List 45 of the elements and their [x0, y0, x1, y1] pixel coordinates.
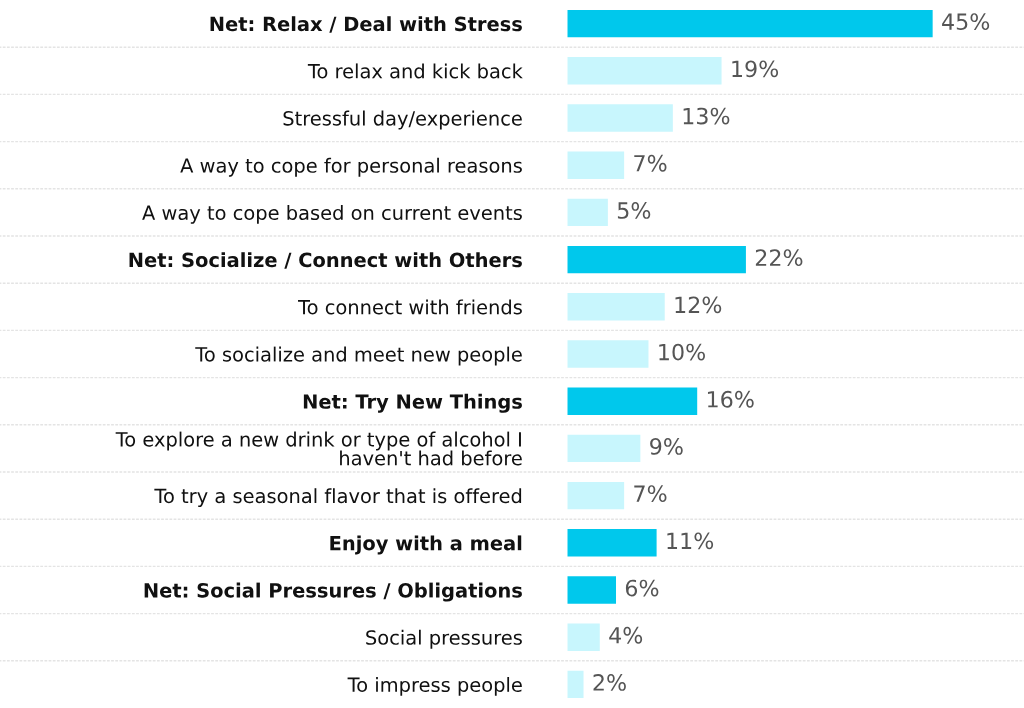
y-tick-label: To impress people [347, 677, 522, 696]
bar [567, 576, 617, 604]
y-tick-label: Net: Social Pressures / Obligations [144, 582, 522, 602]
data-label: 4% [609, 626, 643, 644]
data-label: 7% [634, 154, 667, 172]
y-tick-label: Enjoy with a meal [330, 535, 522, 555]
y-tick-label: Social pressures [366, 629, 522, 649]
data-label: 13% [683, 107, 730, 125]
bar [567, 57, 722, 85]
data-label: 16% [707, 390, 754, 408]
data-label: 22% [755, 249, 803, 267]
data-label: 6% [625, 579, 659, 597]
data-label: 7% [634, 485, 667, 503]
data-label: 2% [593, 674, 626, 691]
data-label: 9% [650, 438, 683, 455]
y-tick-label: To explore a new drink or type of alcohol I haven't had before [115, 431, 522, 466]
y-tick-label: A way to cope for personal reasons [180, 157, 522, 177]
bar [567, 151, 625, 179]
bar [567, 434, 641, 463]
y-tick-label: To try a seasonal flavor that is offered [154, 488, 522, 508]
bar [567, 529, 657, 557]
y-tick-label: Net: Relax / Deal with Stress [210, 16, 522, 33]
bar [567, 481, 625, 510]
data-label: 5% [617, 202, 651, 219]
bar [567, 104, 673, 132]
data-label: 19% [732, 60, 779, 78]
bar [567, 9, 933, 38]
y-tick-label: Net: Try New Things [303, 393, 522, 413]
data-label: 10% [659, 343, 705, 361]
data-label: 11% [667, 532, 714, 550]
y-tick-label: A way to cope based on current events [142, 205, 522, 224]
y-tick-label: Stressful day/experience [283, 110, 522, 130]
y-tick-label: To connect with friends [298, 299, 522, 315]
data-label: 12% [675, 296, 722, 314]
bar [567, 198, 608, 227]
bar [567, 245, 746, 274]
bar [567, 670, 584, 699]
bar [567, 623, 600, 651]
y-tick-label: To relax and kick back [307, 63, 523, 79]
y-tick-label: Net: Socialize / Connect with Others [129, 252, 522, 269]
y-tick-label: To socialize and meet new people [195, 346, 522, 366]
bar [567, 340, 649, 368]
bar [567, 293, 665, 321]
bar [567, 387, 698, 415]
data-label: 45% [942, 13, 990, 31]
